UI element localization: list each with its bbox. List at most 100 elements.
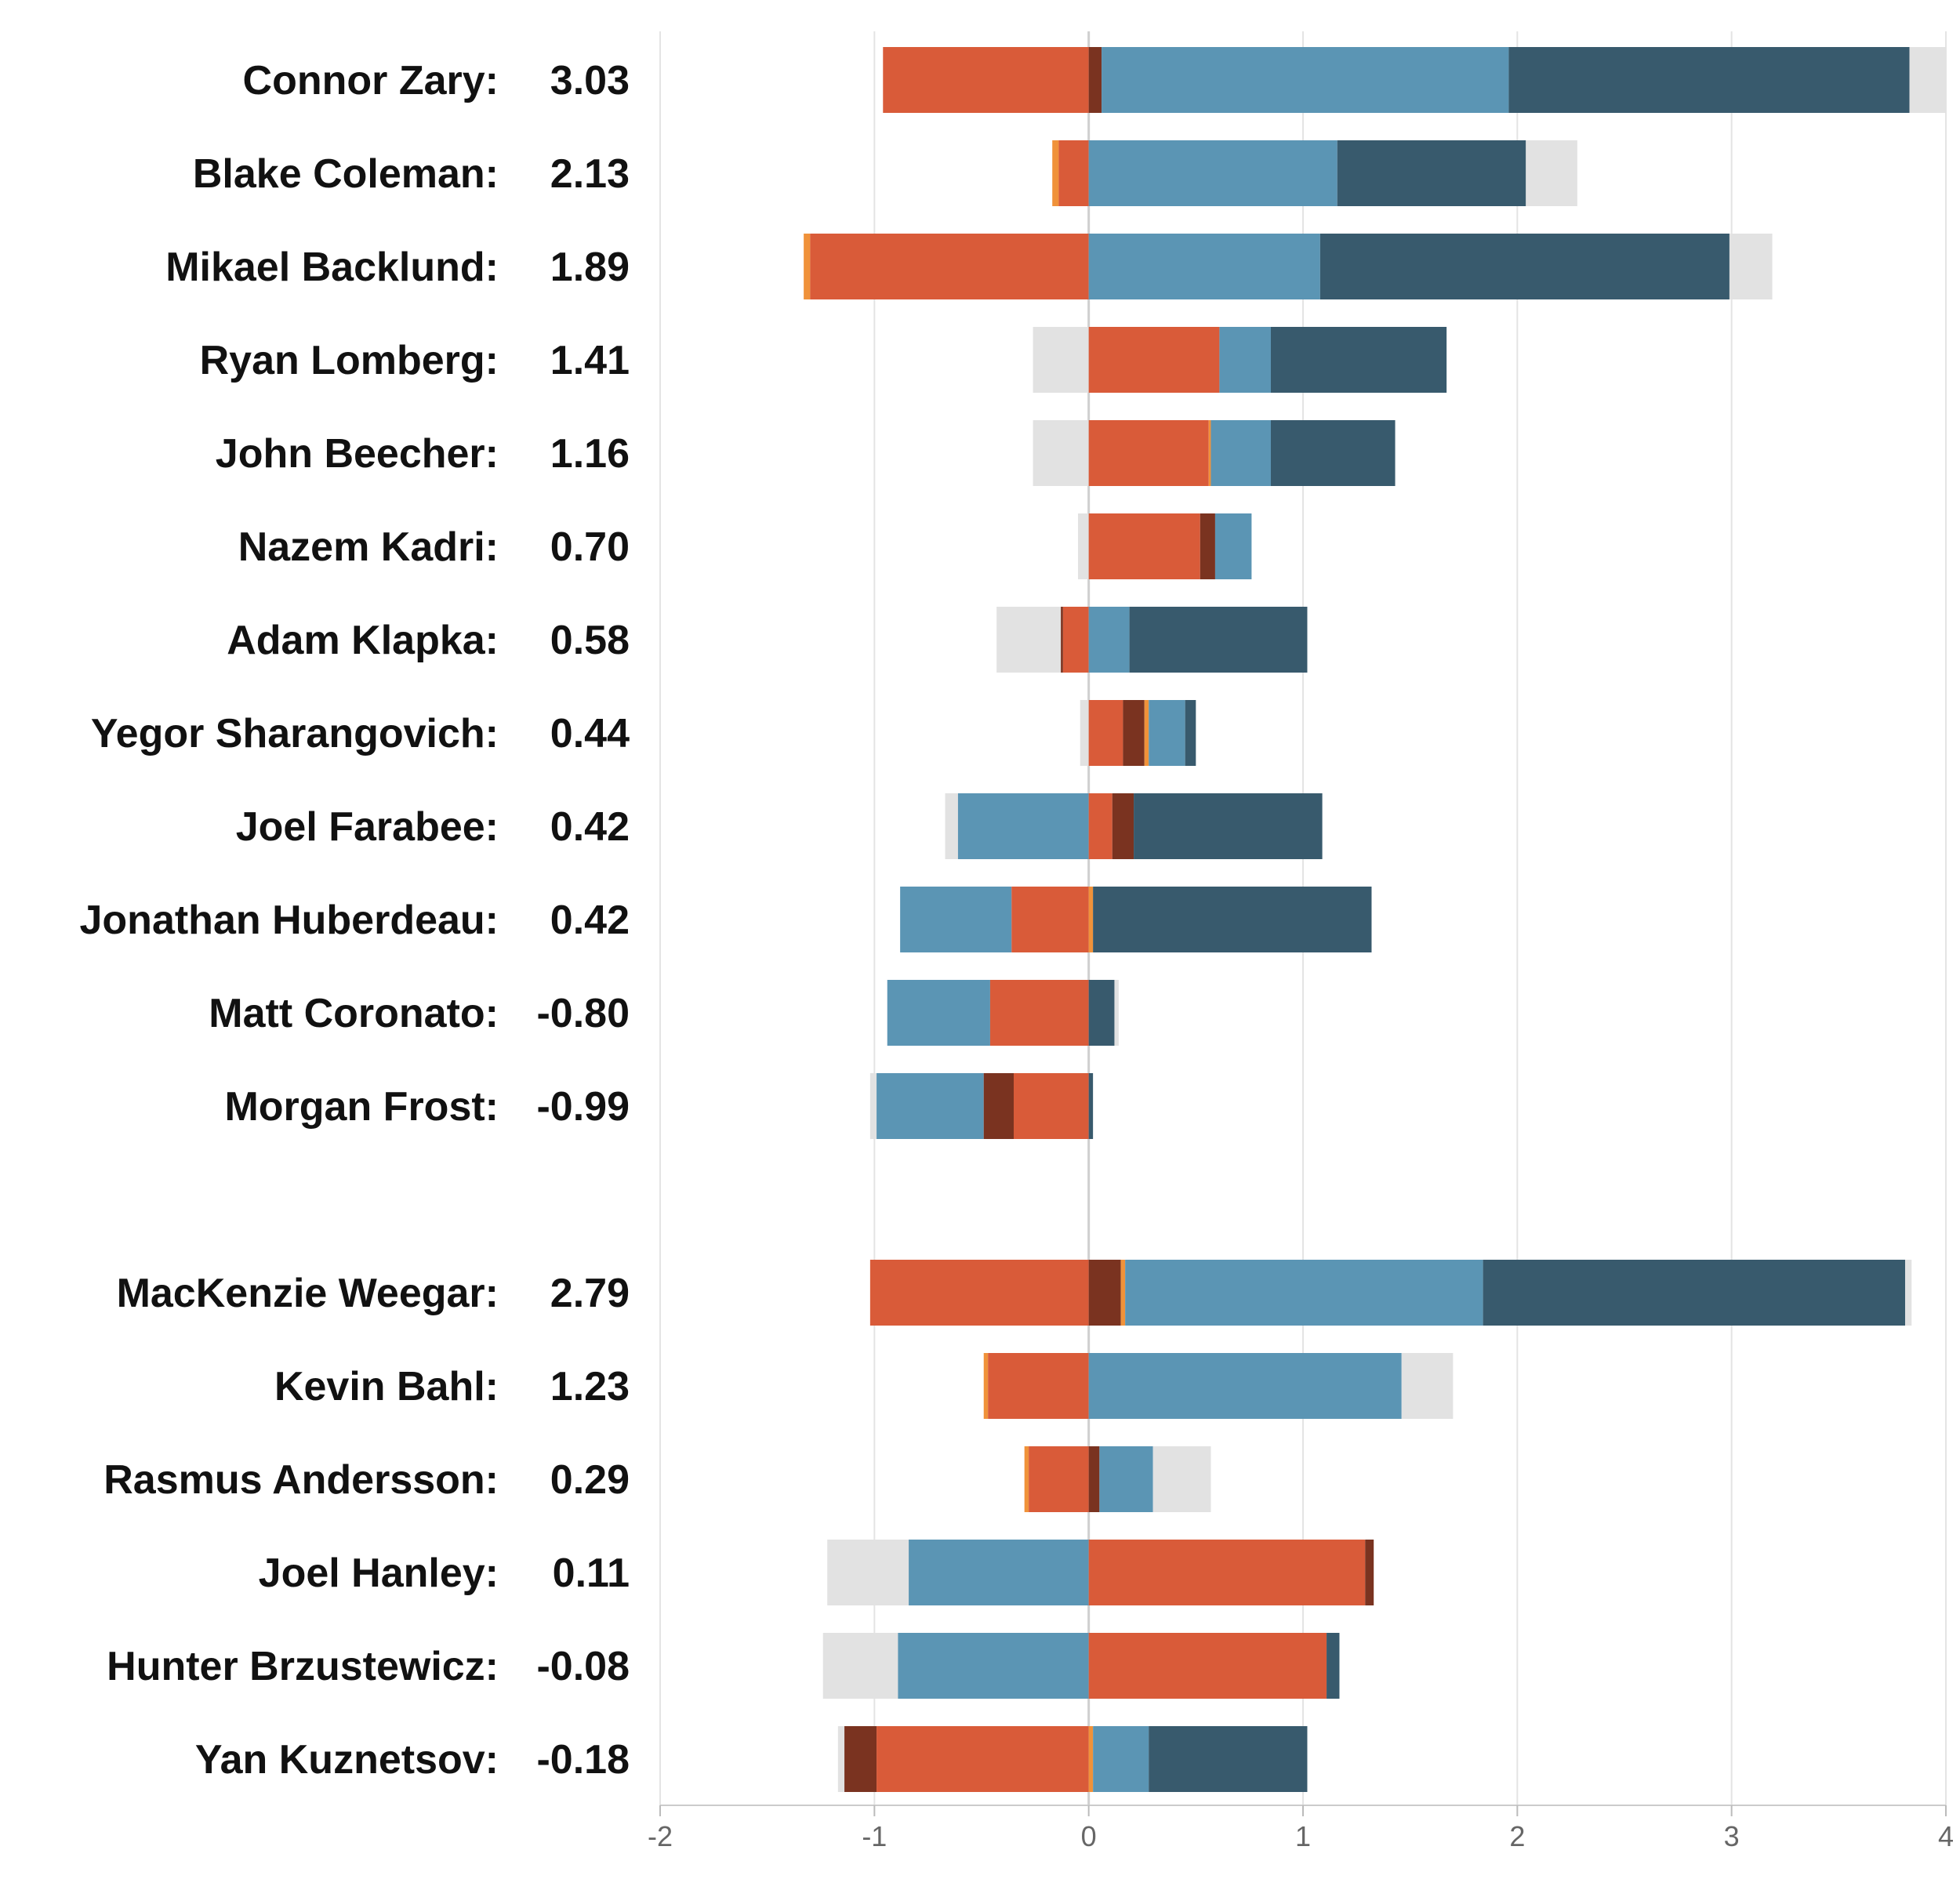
bar-segment-orange-red (1088, 1633, 1327, 1699)
bar-segment-light-orange (1144, 700, 1149, 766)
bar-segment-orange-red (1058, 140, 1089, 206)
player-value-label: 0.70 (550, 524, 630, 570)
bar-row-0-3 (1033, 327, 1447, 393)
bar-segment-steel-blue (1219, 327, 1271, 393)
bar-segment-dark-slate (1271, 327, 1447, 393)
player-value-label: -0.18 (536, 1737, 630, 1783)
x-tick-label-1: -1 (862, 1820, 887, 1852)
bar-row-0-8 (945, 793, 1323, 859)
row-labels: Connor Zary: 3.03 Blake Coleman: 2.13 Mikael… (80, 58, 630, 1783)
bar-segment-dark-slate (1149, 1726, 1308, 1792)
bar-segment-light-gray (822, 1633, 898, 1699)
player-value-label: 1.41 (550, 338, 630, 383)
bar-segment-steel-blue (1093, 1726, 1149, 1792)
bar-row-0-2 (804, 234, 1773, 299)
bar-row-0-9 (900, 887, 1372, 952)
x-tick-label-4: 2 (1509, 1820, 1525, 1852)
bar-segment-dark-slate (1271, 420, 1396, 486)
bar-segment-orange-red (1088, 420, 1209, 486)
bar-segment-light-gray (1526, 140, 1577, 206)
bar-segment-light-orange (1208, 420, 1211, 486)
bar-segment-light-gray (945, 793, 958, 859)
bar-segment-light-gray (1080, 700, 1089, 766)
bar-segment-steel-blue (900, 887, 1012, 952)
bar-segment-dark-brown (1061, 607, 1063, 673)
bar-segment-light-gray (1114, 980, 1119, 1046)
player-value-label: 0.11 (553, 1551, 630, 1596)
bar-segment-steel-blue (1099, 1446, 1153, 1512)
bar-segment-light-gray (996, 607, 1062, 673)
bar-segment-steel-blue (1210, 420, 1271, 486)
bar-segment-steel-blue (909, 1540, 1089, 1605)
bar-row-1-0 (869, 1260, 1912, 1326)
player-name-label: Jonathan Huberdeau: (80, 898, 499, 943)
bar-segment-dark-brown (1088, 47, 1102, 113)
player-value-label: 1.89 (550, 245, 630, 290)
bar-segment-orange-red (1014, 1073, 1089, 1139)
bar-segment-light-orange (1024, 1446, 1029, 1512)
player-name-label: Connor Zary: (243, 58, 499, 103)
player-value-label: 1.16 (550, 431, 630, 477)
player-name-label: John Beecher: (216, 431, 499, 477)
x-tick-label-3: 1 (1295, 1820, 1311, 1852)
bar-segment-dark-brown (983, 1073, 1014, 1139)
bar-segment-light-gray (1905, 1260, 1912, 1326)
bar-segment-light-gray (1401, 1353, 1454, 1419)
player-value-label: 2.13 (550, 151, 630, 197)
bar-segment-light-gray (1909, 47, 1946, 113)
player-name-label: Blake Coleman: (193, 151, 499, 197)
bar-segment-dark-slate (1129, 607, 1308, 673)
x-tick-label-5: 3 (1724, 1820, 1740, 1852)
bar-segment-steel-blue (1149, 700, 1185, 766)
bar-segment-steel-blue (887, 980, 990, 1046)
bar-segment-dark-slate (1337, 140, 1526, 206)
player-name-label: Joel Farabee: (236, 804, 499, 850)
bar-row-1-5 (837, 1726, 1308, 1792)
bar-segment-light-gray (827, 1540, 909, 1605)
player-value-label: 0.58 (550, 618, 630, 663)
bar-segment-steel-blue (957, 793, 1089, 859)
bar-segment-steel-blue (1088, 607, 1130, 673)
bar-segment-light-orange (1120, 1260, 1126, 1326)
bar-segment-steel-blue (877, 1073, 984, 1139)
bar-segment-dark-slate (1508, 47, 1910, 113)
bar-segment-steel-blue (1125, 1260, 1483, 1326)
player-name-label: Matt Coronato: (209, 991, 499, 1036)
bar-row-1-4 (822, 1633, 1340, 1699)
bar-segment-orange-red (989, 980, 1089, 1046)
bar-segment-light-gray (1729, 234, 1773, 299)
bar-segment-light-orange (804, 234, 811, 299)
bar-segment-light-gray (1033, 420, 1089, 486)
player-name-label: Yegor Sharangovich: (91, 711, 499, 756)
bar-segment-orange-red (1088, 793, 1112, 859)
player-name-label: Adam Klapka: (227, 618, 499, 663)
bar-segment-dark-brown (1200, 513, 1215, 579)
bar-segment-dark-slate (1319, 234, 1730, 299)
bar-segment-orange-red (877, 1726, 1089, 1792)
bar-segment-orange-red (1062, 607, 1089, 673)
bar-segment-dark-slate (1483, 1260, 1906, 1326)
player-value-label: 3.03 (550, 58, 630, 103)
bar-segment-dark-brown (1088, 1260, 1121, 1326)
bar-row-0-1 (1052, 140, 1577, 206)
bar-segment-light-orange (1088, 887, 1094, 952)
player-value-label: 0.29 (550, 1457, 630, 1503)
bar-row-0-5 (1078, 513, 1252, 579)
bar-row-0-4 (1033, 420, 1396, 486)
bar-segment-dark-brown (1365, 1540, 1374, 1605)
bar-segment-steel-blue (1214, 513, 1252, 579)
bar-segment-orange-red (810, 234, 1089, 299)
player-value-label: -0.08 (536, 1644, 630, 1689)
bar-segment-dark-brown (844, 1726, 877, 1792)
player-value-label: 0.42 (550, 898, 630, 943)
player-name-label: Mikael Backlund: (165, 245, 499, 290)
x-tick-label-2: 0 (1081, 1820, 1097, 1852)
bar-segment-light-gray (1033, 327, 1089, 393)
player-name-label: Yan Kuznetsov: (195, 1737, 499, 1783)
bar-segment-orange-red (1088, 327, 1220, 393)
player-name-label: Rasmus Andersson: (103, 1457, 499, 1503)
bar-segment-light-gray (869, 1073, 877, 1139)
bar-segment-dark-slate (1134, 793, 1323, 859)
player-name-label: Joel Hanley: (259, 1551, 499, 1596)
bar-segment-light-gray (837, 1726, 845, 1792)
